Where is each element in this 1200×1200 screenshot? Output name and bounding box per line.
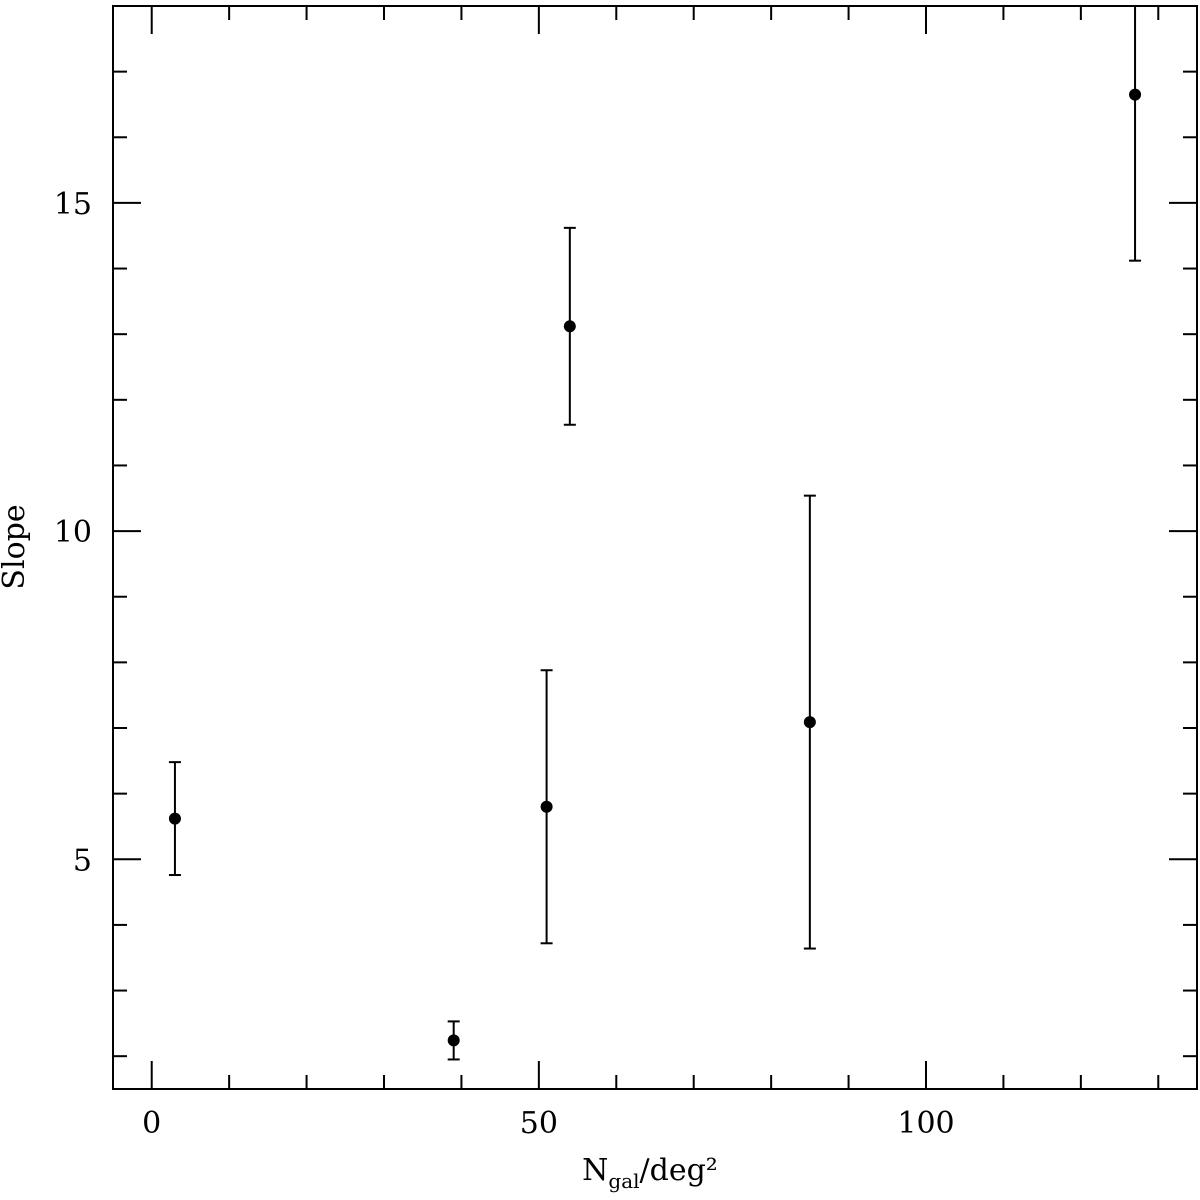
y-axis-label: Slope [0,504,32,589]
y-tick-label: 15 [54,187,92,222]
x-tick-label: 50 [520,1106,558,1141]
data-layer [168,6,1142,1061]
x-label-rest: /deg² [640,1153,718,1188]
point [168,812,181,825]
x-tick-label: 100 [897,1106,954,1141]
point [563,320,576,333]
plot-frame [112,5,1198,1090]
y-tick-label: 5 [73,843,92,878]
x-label-sub: gal [608,1169,639,1193]
x-tick-label: 0 [142,1106,161,1141]
y-tick-label: 10 [54,515,92,550]
point [803,716,816,729]
point [540,800,553,813]
x-axis-label: Ngal/deg² [582,1153,718,1193]
x-label-main: N [582,1153,608,1188]
point [447,1034,460,1047]
point [1129,88,1142,101]
